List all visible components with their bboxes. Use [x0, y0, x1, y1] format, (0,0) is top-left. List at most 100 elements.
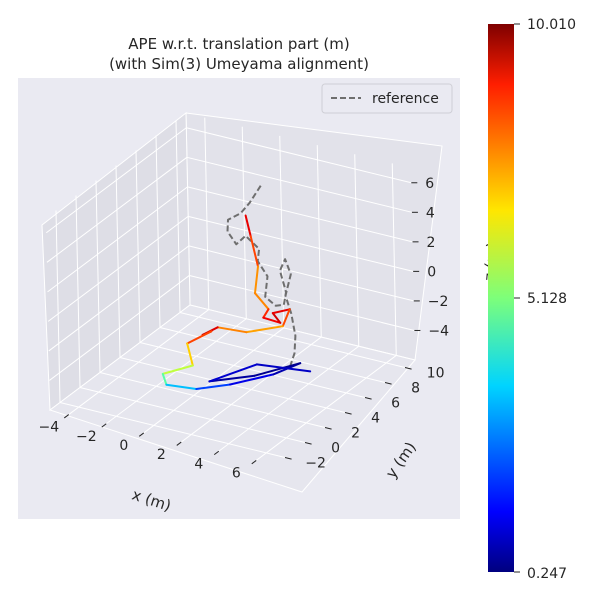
trajectory-segment [186, 342, 194, 367]
grid-y-left [75, 195, 81, 388]
grid-z-back [188, 215, 414, 272]
colorbar-gradient [488, 24, 514, 572]
y-tick-mark [364, 397, 372, 400]
y-tick-label: 0 [331, 441, 340, 457]
grid-y-left [175, 120, 181, 313]
grid-x-back [241, 126, 247, 319]
trajectory-segment [271, 308, 291, 315]
grid-z-left [48, 245, 190, 352]
y-tick-mark [304, 442, 312, 445]
legend: reference [321, 83, 453, 114]
grid-y-left [55, 210, 61, 403]
trajectory-segment [195, 383, 232, 390]
trajectory-segment [255, 363, 312, 373]
x-tick-label: 0 [119, 438, 128, 454]
grid-z-back [189, 274, 415, 331]
trajectory-segment [253, 362, 302, 377]
y-tick-label: −2 [305, 456, 326, 472]
trajectory-segment [229, 373, 275, 386]
title-line-1: APE w.r.t. translation part (m) [128, 35, 349, 53]
z-tick-label: −4 [428, 324, 449, 340]
trajectory-segment [165, 383, 198, 390]
grid-y-left [115, 165, 121, 358]
grid-z-left [47, 215, 189, 322]
grid-y-floor [139, 342, 366, 398]
x-tick-label: 6 [232, 465, 241, 481]
series-reference [226, 185, 297, 368]
grid-x-back [279, 135, 285, 328]
trajectory-segment [281, 308, 291, 328]
x-tick-mark [176, 441, 182, 446]
grid-x-back [354, 154, 360, 347]
trajectory-segment [249, 235, 259, 268]
trajectory-segment [161, 372, 168, 386]
title-line-2: (with Sim(3) Umeyama alignment) [109, 55, 369, 73]
grid-z-left [49, 275, 190, 381]
grid-x-back [204, 117, 210, 310]
y-tick-mark [404, 367, 412, 370]
y-tick-label: 4 [371, 411, 380, 427]
chart-title: APE w.r.t. translation part (m) (with Si… [109, 35, 369, 73]
grid-x-back [391, 163, 397, 356]
y-tick-label: 8 [411, 381, 420, 397]
z-tick-label: 6 [425, 176, 434, 192]
grid-x-back [316, 145, 322, 338]
trajectory-segment [161, 364, 194, 375]
grid-y-floor [159, 327, 386, 383]
grid-z-back [187, 186, 413, 243]
grid-y-left [155, 135, 161, 328]
trajectory-segment [254, 265, 259, 295]
x-tick-label: −4 [38, 420, 59, 436]
colorbar-label-mid: 5.128 [527, 291, 567, 307]
legend-label-reference: reference [372, 91, 439, 107]
pane-floor [48, 304, 416, 493]
grid-y-left [95, 180, 101, 373]
grid-z-back [186, 127, 412, 184]
y-tick-label: 10 [427, 366, 445, 382]
trajectory-segment [186, 330, 213, 345]
grid-lines [46, 117, 415, 461]
grid-z-left [47, 186, 188, 293]
x-tick-label: 4 [194, 456, 203, 472]
grid-y-floor [179, 312, 406, 368]
grid-y-floor [79, 387, 306, 443]
x-tick-mark [101, 423, 107, 428]
colorbar-label-max: 10.010 [527, 17, 576, 33]
trajectory-segment [271, 312, 282, 324]
y-tick-mark [384, 382, 392, 385]
grid-z-back [186, 156, 413, 213]
x-tick-mark [251, 460, 257, 465]
trajectory-segment [262, 316, 282, 324]
z-tick-label: 2 [427, 235, 436, 251]
z-tick-label: 4 [426, 205, 435, 221]
z-tick-label: 0 [427, 264, 436, 280]
grid-y-floor [119, 357, 346, 413]
x-tick-mark [213, 450, 220, 456]
trajectory-segment [245, 325, 284, 334]
trajectory-segment [216, 326, 248, 334]
y-tick-label: 6 [391, 396, 400, 412]
grid-y-left [135, 150, 141, 343]
legend-box [321, 83, 453, 114]
trajectory-segment [262, 308, 270, 319]
z-tick-label: −2 [428, 294, 449, 310]
grid-y-floor [59, 402, 286, 458]
x-tick-label: 2 [157, 447, 166, 463]
trajectory-segment [244, 214, 252, 238]
x-tick-mark [138, 432, 145, 437]
y-tick-label: 2 [351, 426, 360, 442]
x-tick-mark [63, 414, 70, 419]
grid-z-left [46, 156, 188, 263]
y-tick-mark [324, 427, 332, 430]
series-layer [161, 185, 312, 390]
y-tick-mark [284, 457, 292, 460]
grid-z-left [46, 127, 187, 234]
x-tick-label: −2 [76, 429, 97, 445]
grid-y-floor [99, 372, 326, 428]
colorbar: 10.010 5.128 0.247 [488, 17, 576, 582]
y-tick-mark [344, 412, 352, 415]
trajectory-segment [208, 374, 256, 383]
trajectory-segment [208, 363, 258, 383]
